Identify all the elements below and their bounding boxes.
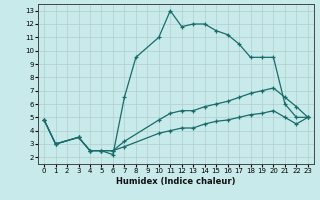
X-axis label: Humidex (Indice chaleur): Humidex (Indice chaleur)	[116, 177, 236, 186]
